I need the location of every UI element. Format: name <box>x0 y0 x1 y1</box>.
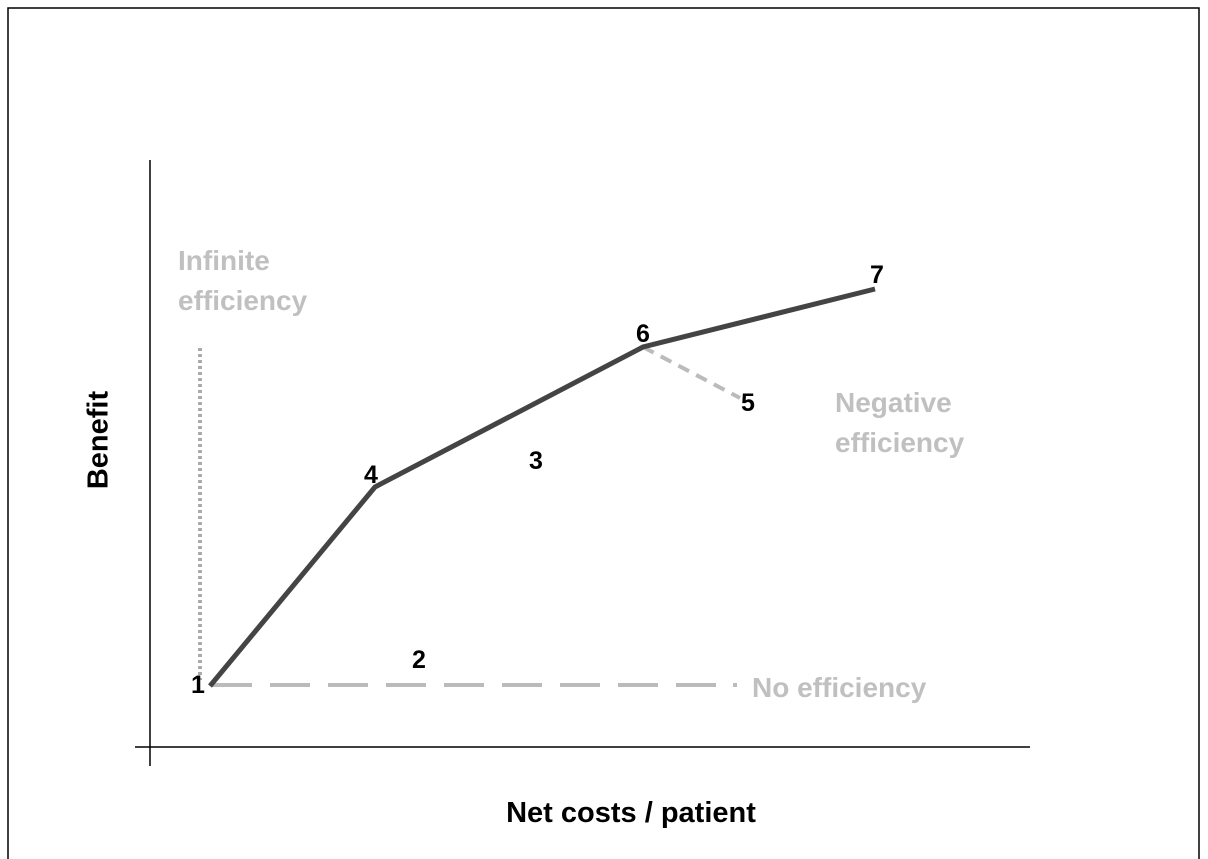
dominated-line <box>642 345 741 400</box>
annotation: efficiency <box>178 285 308 316</box>
node-label: 6 <box>636 320 650 348</box>
node-label: 2 <box>412 646 426 674</box>
efficiency-frontier <box>208 286 876 688</box>
frame <box>7 7 1200 859</box>
x-axis-label: Net costs / patient <box>506 797 756 829</box>
node-label: 5 <box>741 389 755 417</box>
node-label: 3 <box>529 447 543 475</box>
node-label: 1 <box>191 671 205 699</box>
node-label: 7 <box>870 261 884 289</box>
annotation: efficiency <box>835 427 965 458</box>
node-label: 4 <box>364 461 378 489</box>
annotation: Negative <box>835 387 952 418</box>
annotation: No efficiency <box>752 672 927 703</box>
annotation: Infinite <box>178 245 270 276</box>
y-axis-label: Benefit <box>83 391 115 490</box>
